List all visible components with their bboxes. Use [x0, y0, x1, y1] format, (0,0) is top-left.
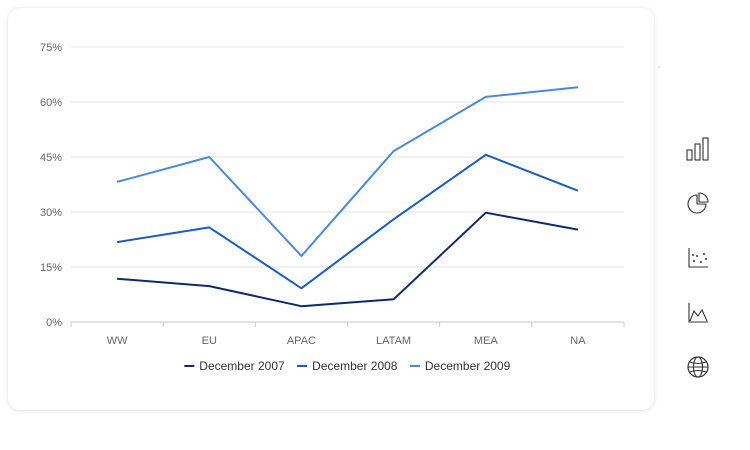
series-line	[116, 153, 579, 290]
line-chart-icon	[688, 86, 708, 105]
y-tick-label: 0%	[46, 317, 62, 329]
y-tick-label: 75%	[40, 42, 62, 54]
globe-icon	[687, 356, 709, 378]
toolbar-separator	[658, 66, 660, 68]
scatter-chart-button[interactable]	[672, 232, 724, 284]
x-tick-label: WW	[107, 335, 128, 347]
area-chart-button[interactable]	[672, 287, 724, 339]
x-tick-label: NA	[570, 335, 586, 347]
series-line	[116, 86, 579, 257]
scatter-chart-icon	[688, 248, 708, 268]
legend-label: December 2007	[199, 359, 285, 373]
y-tick-label: 15%	[40, 262, 62, 274]
series-line	[117, 211, 579, 308]
chart-card: 0% 15% 30% 45% 60% 75% WW EU APAC LATAM MEA NA Decem…	[8, 8, 654, 410]
bar-chart-icon	[686, 137, 709, 161]
y-tick-label: 45%	[40, 152, 62, 164]
x-tick-label: LATAM	[376, 335, 411, 347]
y-tick-label: 60%	[40, 97, 62, 109]
line-chart: 0% 15% 30% 45% 60% 75% WW EU APAC LATAM MEA NA Decem…	[40, 42, 625, 373]
globe-button[interactable]	[672, 341, 724, 393]
pie-chart-icon	[687, 192, 709, 214]
legend-label: December 2009	[425, 359, 511, 373]
pie-chart-button[interactable]	[672, 178, 724, 230]
x-tick-label: EU	[202, 335, 217, 347]
bar-chart-button[interactable]	[672, 123, 724, 175]
legend-label: December 2008	[312, 359, 398, 373]
area-chart-icon	[688, 303, 708, 323]
line-chart-button[interactable]	[672, 69, 724, 121]
x-tick-label: MEA	[474, 335, 499, 347]
y-tick-label: 30%	[40, 207, 62, 219]
x-tick-label: APAC	[287, 335, 316, 347]
